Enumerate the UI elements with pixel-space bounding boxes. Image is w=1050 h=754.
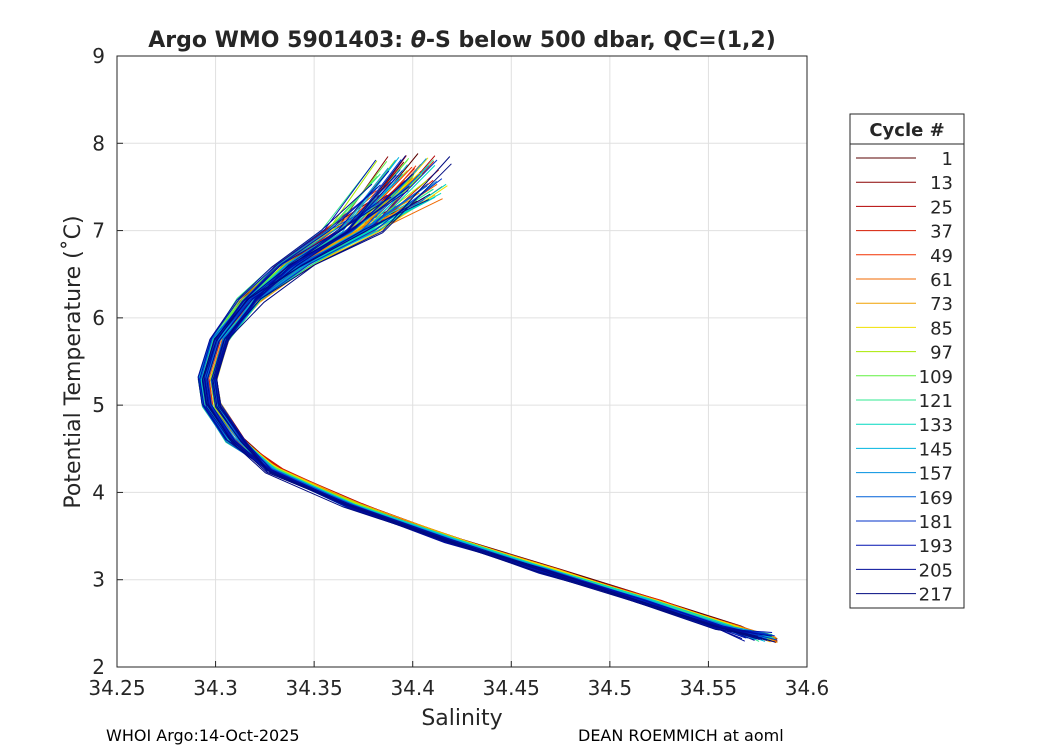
- profile-line: [214, 174, 749, 632]
- legend-label: 157: [919, 464, 953, 485]
- y-tick-label: 8: [92, 131, 105, 155]
- legend-label: 49: [930, 246, 953, 267]
- legend-label: 73: [930, 294, 953, 315]
- y-tick-label: 6: [92, 306, 105, 330]
- x-tick-label: 34.4: [390, 676, 435, 700]
- legend-box: [849, 113, 965, 609]
- profile-line: [212, 163, 776, 643]
- legend-label: 133: [919, 415, 953, 436]
- x-tick-label: 34.6: [785, 676, 830, 700]
- x-tick-label: 34.55: [680, 676, 737, 700]
- profile-line: [203, 155, 760, 640]
- x-tick-label: 34.45: [483, 676, 540, 700]
- legend-label: 61: [930, 270, 953, 291]
- profile-line: [201, 193, 745, 635]
- x-ticks: 34.25 34.3 34.35 34.4 34.45 34.5 34.55 34.6: [88, 661, 829, 700]
- legend-label: 205: [919, 560, 953, 581]
- footer-right: DEAN ROEMMICH at aoml: [578, 726, 784, 745]
- x-tick-label: 34.3: [193, 676, 238, 700]
- y-tick-label: 3: [92, 568, 105, 592]
- legend-label: 97: [930, 343, 953, 364]
- legend-title: Cycle #: [869, 120, 944, 141]
- legend-label: 217: [919, 585, 953, 606]
- legend-label: 169: [919, 488, 953, 509]
- legend-label: 13: [930, 173, 953, 194]
- y-tick-label: 2: [92, 655, 105, 679]
- plot-area: [117, 56, 807, 667]
- x-tick-label: 34.35: [286, 676, 343, 700]
- y-tick-label: 7: [92, 219, 105, 243]
- legend-label: 85: [930, 318, 953, 339]
- legend-label: 37: [930, 222, 953, 243]
- legend-label: 25: [930, 197, 953, 218]
- footer-left: WHOI Argo:14-Oct-2025: [106, 726, 300, 745]
- x-tick-label: 34.25: [88, 676, 145, 700]
- profiles: [197, 153, 778, 644]
- y-tick-label: 5: [92, 393, 105, 417]
- y-tick-label: 9: [92, 44, 105, 68]
- legend-label: 1: [942, 149, 953, 170]
- x-tick-label: 34.5: [588, 676, 633, 700]
- legend-entries: 1 13 25 37 49 61 73 85 97 109 121 133 145 157 169 181 19…: [856, 149, 953, 606]
- legend-label: 109: [919, 367, 953, 388]
- chart-title: Argo WMO 5901403: θ-S below 500 dbar, QC…: [148, 28, 776, 53]
- legend: Cycle # 1 13 25 37 49 61 73 85 97 109 121 133 145 157…: [849, 113, 965, 609]
- axes-box: [116, 55, 808, 668]
- y-axis-label: Potential Temperature (˚C): [61, 215, 86, 508]
- x-axis-label: Salinity: [421, 706, 502, 731]
- legend-label: 121: [919, 391, 953, 412]
- profile-line: [216, 156, 758, 637]
- y-ticks: 2 3 4 5 6 7 8 9: [92, 44, 123, 679]
- legend-label: 145: [919, 439, 953, 460]
- legend-label: 193: [919, 536, 953, 557]
- legend-label: 181: [919, 512, 953, 533]
- y-tick-label: 4: [92, 480, 105, 504]
